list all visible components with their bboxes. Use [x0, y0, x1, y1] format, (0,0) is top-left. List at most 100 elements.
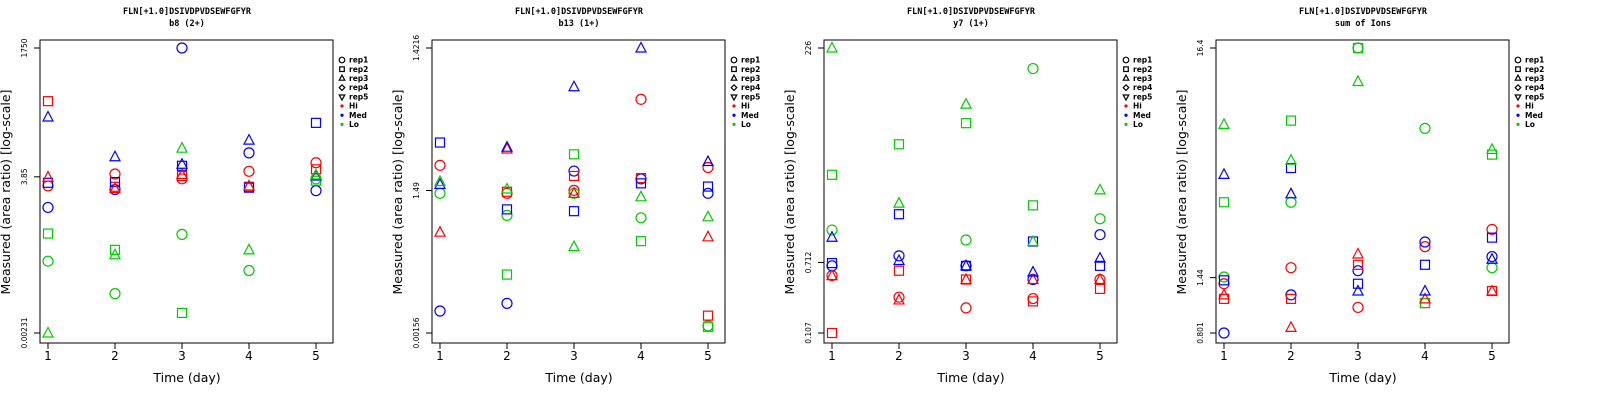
data-point-rep2-med — [1218, 275, 1230, 286]
legend-marker-lo — [1124, 122, 1128, 126]
data-point-rep2-lo — [109, 244, 121, 255]
legend-marker-rep2 — [1123, 66, 1129, 73]
data-point-rep3-med — [1027, 265, 1039, 277]
data-point-rep1-lo — [176, 228, 188, 240]
legend-marker-rep5 — [730, 94, 738, 102]
legend-marker-med — [732, 113, 736, 117]
data-point-rep3-lo — [568, 239, 580, 252]
chart-subtitle: y7 (1+) — [953, 19, 989, 29]
legend-label: rep5 — [1525, 92, 1544, 101]
data-point-rep1-hi — [243, 165, 255, 177]
data-point-rep1-med — [1352, 265, 1364, 277]
data-point-rep3-lo — [109, 247, 121, 260]
x-tick-label: 2 — [111, 349, 119, 363]
data-point-rep2-med — [42, 177, 54, 188]
data-point-rep1-hi — [42, 180, 54, 192]
legend-marker-med — [340, 113, 344, 117]
legend-marker-rep1 — [730, 56, 738, 64]
x-axis-label: Time (day) — [544, 370, 612, 385]
data-point-rep1-med — [42, 201, 54, 214]
data-point-rep1-med — [1486, 250, 1498, 263]
y-axis-label: Measured (area ratio) [log-scale] — [390, 90, 405, 295]
chart-subtitle: b13 (1+) — [559, 19, 600, 29]
data-point-rep3-med — [568, 79, 580, 92]
data-point-rep2-med — [1285, 162, 1297, 174]
data-point-rep3-lo — [243, 243, 255, 255]
data-point-rep2-lo — [635, 236, 647, 247]
legend-marker-rep1 — [1514, 56, 1522, 64]
data-point-rep3-med — [960, 259, 972, 271]
chart-title: FLN[+1.0]DSIVDPVDSEWFGFYR — [907, 7, 1036, 17]
data-point-rep2-hi — [568, 170, 580, 182]
legend-marker-rep4 — [730, 83, 738, 92]
data-point-rep2-hi — [1027, 296, 1039, 307]
data-point-rep2-med — [1352, 278, 1364, 289]
legend-marker-lo — [1516, 122, 1520, 126]
chart-subtitle: b8 (2+) — [169, 19, 205, 29]
data-point-rep1-lo — [1285, 196, 1297, 208]
x-tick-label: 5 — [1096, 349, 1104, 363]
data-point-rep1-hi — [1027, 292, 1039, 305]
y-axis-label: Measured (area ratio) [log-scale] — [1174, 90, 1189, 295]
data-point-rep3-med — [1094, 251, 1106, 263]
data-point-rep2-med — [310, 117, 322, 128]
data-point-rep1-med — [893, 250, 905, 262]
data-point-rep3-med — [243, 133, 255, 145]
data-point-rep3-hi — [1218, 288, 1230, 300]
data-point-rep1-hi — [635, 93, 647, 105]
legend-marker-rep3 — [1122, 73, 1130, 81]
legend-label: rep4 — [741, 83, 760, 92]
legend-label: Lo — [349, 120, 359, 129]
legend-label: rep3 — [1133, 74, 1152, 83]
data-point-rep1-lo — [1027, 62, 1039, 75]
data-point-rep3-lo — [1027, 234, 1039, 247]
data-point-rep2-med — [635, 178, 647, 189]
legend-marker-rep3 — [730, 73, 738, 81]
data-point-rep1-med — [243, 147, 255, 159]
data-point-rep3-med — [893, 253, 905, 266]
data-point-rep1-hi — [1352, 301, 1364, 314]
y-tick-label: 0.00156 — [412, 317, 421, 348]
chart-title: FLN[+1.0]DSIVDPVDSEWFGFYR — [123, 7, 252, 17]
data-point-rep2-med — [434, 137, 446, 148]
data-point-rep2-lo — [501, 269, 513, 280]
data-point-rep2-lo — [702, 321, 714, 332]
data-point-rep2-hi — [310, 164, 322, 175]
x-tick-label: 4 — [1421, 349, 1429, 363]
legend-label: Lo — [1133, 120, 1143, 129]
data-point-rep3-hi — [501, 142, 513, 154]
x-tick-label: 5 — [1488, 349, 1496, 363]
legend-label: Med — [349, 111, 367, 120]
x-tick-label: 5 — [704, 349, 712, 363]
chart-panel-4: FLN[+1.0]DSIVDPVDSEWFGFYR sum of Ions 1 2 3 4… — [1174, 7, 1544, 385]
data-point-rep1-med — [1094, 229, 1106, 241]
legend-marker-lo — [732, 122, 736, 126]
legend-label: rep5 — [741, 92, 760, 101]
legend-label: rep4 — [1525, 83, 1544, 92]
data-point-rep1-hi — [568, 184, 580, 196]
y-tick-label: 0.107 — [804, 322, 813, 344]
legend-label: Lo — [1525, 120, 1535, 129]
data-point-rep2-hi — [893, 265, 905, 276]
data-point-rep1-med — [702, 187, 714, 199]
y-axis-label: Measured (area ratio) [log-scale] — [0, 90, 13, 295]
data-point-rep3-med — [42, 110, 54, 122]
legend-label: rep1 — [741, 56, 760, 65]
data-point-rep1-med — [310, 185, 322, 197]
legend-label: rep3 — [1525, 74, 1544, 83]
x-axis-label: Time (day) — [152, 370, 220, 385]
x-tick-label: 3 — [178, 349, 186, 363]
data-point-rep1-med — [176, 42, 188, 54]
legend-marker-rep3 — [338, 73, 346, 81]
y-tick-label: 0.801 — [1196, 322, 1205, 344]
legend-label: rep5 — [349, 92, 368, 101]
data-point-rep3-lo — [635, 190, 647, 202]
x-tick-label: 3 — [570, 349, 578, 363]
legend-label: rep5 — [1133, 92, 1152, 101]
data-point-rep3-med — [1486, 252, 1498, 264]
legend-marker-rep5 — [1514, 94, 1522, 102]
data-point-rep2-hi — [1285, 293, 1297, 304]
legend-label: Hi — [1525, 102, 1534, 111]
y-tick-label: 226 — [804, 41, 813, 56]
